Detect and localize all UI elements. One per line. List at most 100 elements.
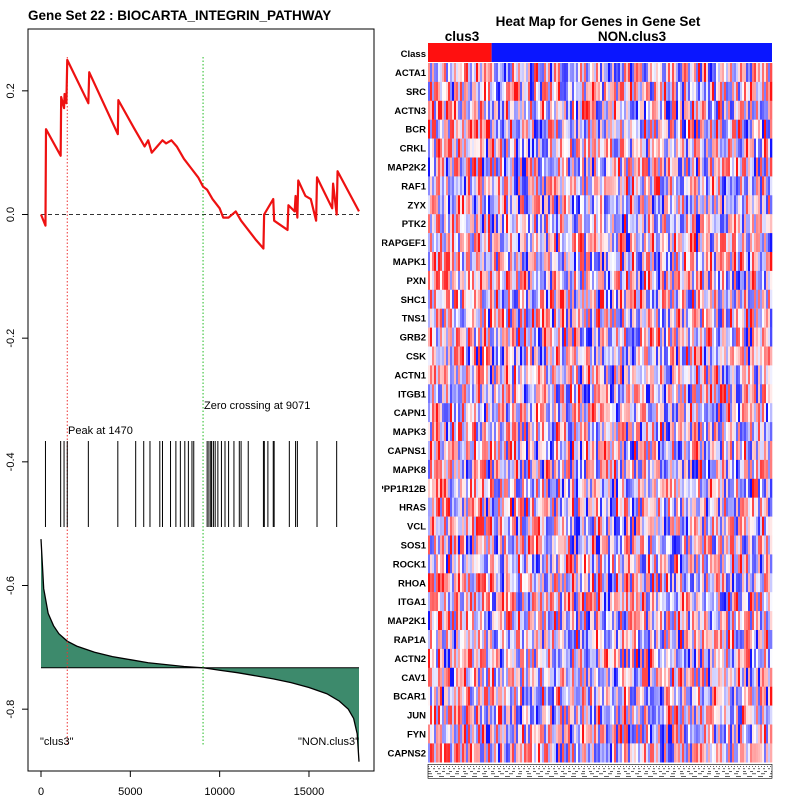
heatmap-cell	[482, 554, 485, 574]
heatmap-cell	[548, 119, 551, 139]
heatmap-cell	[682, 535, 685, 555]
heatmap-cell	[556, 176, 559, 196]
heatmap-cell	[732, 176, 735, 196]
heatmap-cell	[672, 233, 675, 253]
heatmap-cell	[530, 138, 533, 158]
heatmap-cell	[604, 327, 607, 347]
heatmap-cell	[728, 365, 731, 385]
heatmap-cell	[612, 535, 615, 555]
heatmap-cell	[646, 157, 649, 177]
heatmap-cell	[736, 516, 739, 536]
heatmap-cell	[488, 554, 491, 574]
heatmap-cell	[654, 63, 657, 83]
heatmap-cell	[448, 422, 451, 442]
heatmap-cell	[550, 289, 553, 309]
heatmap-cell	[552, 441, 555, 461]
heatmap-cell	[718, 100, 721, 120]
heatmap-cell	[630, 308, 633, 328]
heatmap-cell	[674, 176, 677, 196]
heatmap-cell	[506, 63, 509, 83]
heatmap-cell	[488, 384, 491, 404]
heatmap-cell	[572, 308, 575, 328]
heatmap-cell	[520, 441, 523, 461]
heatmap-cell	[564, 81, 567, 101]
heatmap-cell	[618, 384, 621, 404]
heatmap-cell	[454, 176, 457, 196]
heatmap-cell	[614, 81, 617, 101]
heatmap-cell	[646, 252, 649, 272]
heatmap-cell	[576, 252, 579, 272]
heatmap-cell	[544, 176, 547, 196]
heatmap-cell	[526, 365, 529, 385]
heatmap-cell	[486, 459, 489, 479]
heatmap-cell	[478, 422, 481, 442]
heatmap-cell	[576, 422, 579, 442]
heatmap-cell	[596, 157, 599, 177]
heatmap-cell	[570, 573, 573, 593]
heatmap-cell	[462, 308, 465, 328]
heatmap-cell	[672, 459, 675, 479]
heatmap-cell	[450, 535, 453, 555]
heatmap-cell	[584, 327, 587, 347]
heatmap-cell	[696, 554, 699, 574]
heatmap-title: Heat Map for Genes in Gene Set	[496, 14, 701, 29]
heatmap-cell	[510, 365, 513, 385]
heatmap-cell	[444, 119, 447, 139]
heatmap-cell	[462, 535, 465, 555]
heatmap-cell	[720, 138, 723, 158]
heatmap-cell	[618, 63, 621, 83]
heatmap-cell	[754, 573, 757, 593]
heatmap-cell	[448, 327, 451, 347]
heatmap-cell	[568, 535, 571, 555]
heatmap-cell	[636, 554, 639, 574]
heatmap-cell	[482, 327, 485, 347]
heatmap-cell	[618, 403, 621, 423]
heatmap-cell	[502, 214, 505, 234]
heatmap-cell	[506, 592, 509, 612]
heatmap-cell	[726, 346, 729, 366]
heatmap-cell	[696, 535, 699, 555]
heatmap-cell	[682, 441, 685, 461]
heatmap-cell	[672, 441, 675, 461]
heatmap-cell	[548, 478, 551, 498]
heatmap-cell	[620, 289, 623, 309]
heatmap-cell	[632, 535, 635, 555]
heatmap-cell	[616, 422, 619, 442]
heatmap-cell	[464, 346, 467, 366]
heatmap-cell	[542, 157, 545, 177]
heatmap-cell	[706, 384, 709, 404]
heatmap-cell	[746, 478, 749, 498]
heatmap-cell	[618, 289, 621, 309]
heatmap-cell	[706, 233, 709, 253]
heatmap-cell	[534, 592, 537, 612]
heatmap-cell	[562, 365, 565, 385]
heatmap-cell	[466, 119, 469, 139]
heatmap-cell	[526, 592, 529, 612]
heatmap-cell	[654, 157, 657, 177]
heatmap-cell	[664, 554, 667, 574]
heatmap-cell	[488, 195, 491, 215]
heatmap-cell	[536, 214, 539, 234]
heatmap-cell	[438, 422, 441, 442]
heatmap-cell	[716, 195, 719, 215]
heatmap-cell	[472, 384, 475, 404]
heatmap-cell	[474, 403, 477, 423]
heatmap-cell	[538, 592, 541, 612]
y-tick-label: 0.2	[5, 83, 17, 98]
heatmap-cell	[644, 81, 647, 101]
heatmap-cell	[636, 157, 639, 177]
heatmap-cell	[702, 195, 705, 215]
heatmap-cell	[620, 497, 623, 517]
heatmap-cell	[512, 327, 515, 347]
heatmap-cell	[450, 573, 453, 593]
heatmap-cell	[594, 100, 597, 120]
heatmap-cell	[718, 138, 721, 158]
heatmap-cell	[698, 195, 701, 215]
heatmap-cell	[434, 346, 437, 366]
heatmap-cell	[646, 346, 649, 366]
heatmap-cell	[632, 252, 635, 272]
heatmap-cell	[546, 63, 549, 83]
heatmap-cell	[576, 365, 579, 385]
heatmap-cell	[652, 478, 655, 498]
heatmap-cell	[648, 327, 651, 347]
